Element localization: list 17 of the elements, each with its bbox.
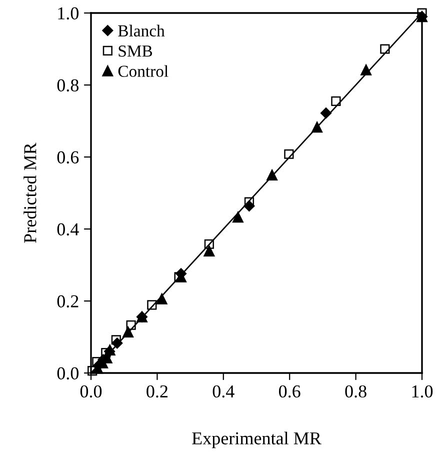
y-tick-label: 0.6 — [57, 151, 79, 164]
x-tick-label: 1.0 — [412, 385, 433, 398]
x-tick-label: 0.4 — [212, 385, 234, 398]
y-tick-label: 0.8 — [57, 79, 79, 92]
legend-label: Control — [118, 65, 168, 77]
y-axis-title: Predicted MR — [24, 142, 36, 243]
x-axis-title: Experimental MR — [192, 432, 322, 448]
y-tick-label: 1.0 — [58, 7, 79, 20]
y-tick-label: 0.0 — [57, 367, 79, 380]
x-tick-label: 0.0 — [80, 385, 102, 398]
y-tick-label: 0.4 — [57, 223, 79, 236]
legend-label: Blanch — [118, 24, 165, 36]
x-tick-label: 0.8 — [345, 385, 366, 398]
x-tick-label: 0.2 — [146, 385, 168, 398]
legend-label: SMB — [118, 46, 152, 57]
y-tick-label: 0.2 — [57, 295, 78, 308]
x-tick-label: 0.6 — [279, 385, 300, 398]
